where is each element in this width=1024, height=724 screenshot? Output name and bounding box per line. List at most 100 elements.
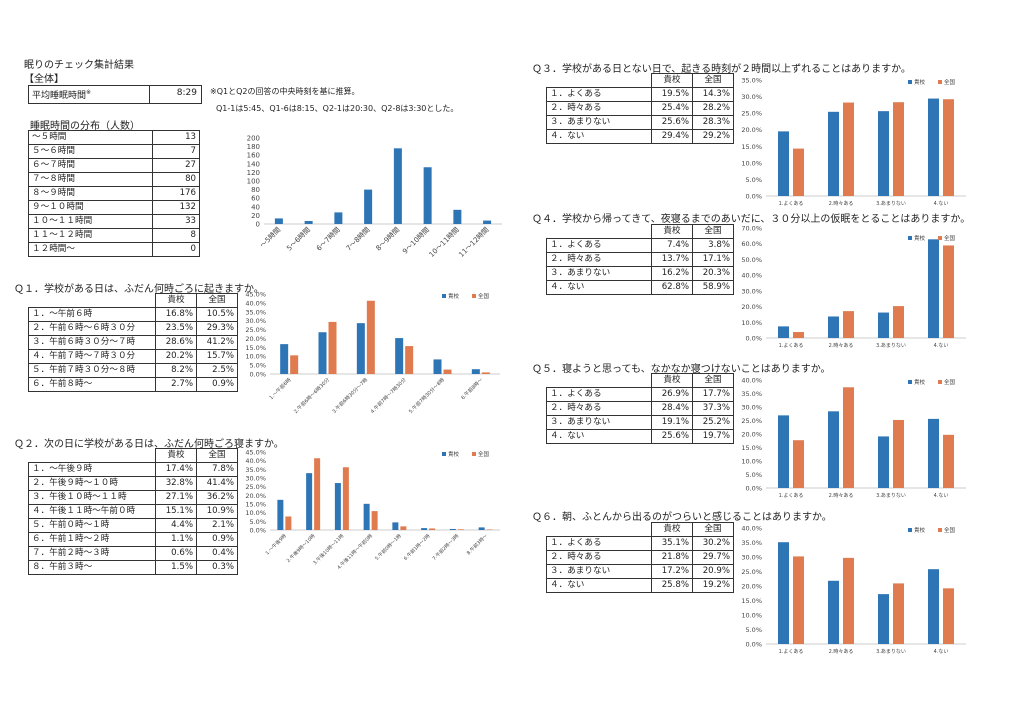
legend-swatch [908, 380, 912, 384]
row-label: ７～８時間 [28, 172, 153, 187]
bar [893, 102, 904, 196]
table-row: １．よくある 7.4% 3.8% [546, 238, 734, 253]
table-row: ２．時々ある 28.4% 37.3% [546, 401, 734, 416]
school-value: 1.1% [155, 532, 197, 547]
y-tick-label: 100 [247, 178, 260, 186]
bar [928, 418, 939, 488]
school-value: 25.4% [651, 101, 693, 116]
legend-label: 貴校 [914, 378, 926, 386]
nation-value: 29.2% [692, 129, 734, 144]
school-value: 23.5% [155, 321, 197, 336]
q6-table: 貴校 全国 １．よくある 35.1% 30.2% ２．時々ある 21.8% 29.7% ３．あま… [546, 522, 734, 593]
y-tick-label: 25.0% [245, 326, 266, 334]
row-label: ４．午前７時～７時３０分 [28, 349, 156, 364]
row-label: ５．午前７時３０分～８時 [28, 363, 156, 378]
school-value: 35.1% [651, 536, 693, 551]
row-label: １．よくある [546, 87, 652, 102]
table-header-row: 貴校 全国 [28, 448, 238, 463]
y-tick-label: 30.0% [245, 475, 266, 483]
q6-title: Ｑ６．朝、ふとんから出るのがつらいと感じることはありますか。 [532, 512, 832, 523]
bar [453, 209, 462, 224]
bar [449, 528, 456, 530]
y-tick-label: 35.0% [245, 466, 266, 474]
school-value: 13.7% [651, 252, 693, 267]
bar [943, 434, 954, 488]
table-row: １２時間～ 0 [28, 242, 200, 257]
bar [285, 516, 292, 530]
bar [334, 212, 343, 224]
y-tick-label: 0.0% [745, 193, 762, 201]
row-label: １１～１２時間 [28, 228, 153, 243]
row-label: ３．あまりない [546, 115, 652, 130]
row-label: １．よくある [546, 536, 652, 551]
row-value: 0 [152, 242, 200, 257]
x-tick-label: 7.午前2時～3時 [431, 532, 461, 562]
y-tick-label: 25.0% [741, 110, 762, 118]
school-value: 19.1% [651, 415, 693, 430]
column-header-school: 貴校 [155, 448, 197, 463]
row-value: 27 [152, 158, 200, 173]
legend-swatch [472, 294, 476, 298]
x-tick-label: 5.午前7時30分～8時 [407, 376, 446, 415]
note-line-1: ※Q1とQ2の回答の中央時刻を基に推算。 [210, 87, 360, 96]
y-tick-label: 5.0% [745, 471, 762, 479]
nation-value: 41.4% [196, 476, 238, 491]
legend-label: 全国 [944, 378, 956, 386]
bar [443, 369, 452, 374]
bar [778, 542, 789, 644]
school-value: 1.5% [155, 560, 197, 575]
y-tick-label: 5.0% [745, 626, 762, 634]
table-row: ２．時々ある 13.7% 17.1% [546, 252, 734, 267]
school-value: 16.8% [155, 307, 197, 322]
bar [893, 419, 904, 488]
row-label: ４．ない [546, 280, 652, 295]
x-tick-label: 2.午前6時～6時30分 [292, 376, 331, 415]
x-tick-label: 8～9時間 [374, 226, 401, 253]
row-label: ２．時々ある [546, 252, 652, 267]
nation-value: 15.7% [196, 349, 238, 364]
row-label: １．～午前６時 [28, 307, 156, 322]
school-value: 17.2% [651, 564, 693, 579]
bar [457, 529, 464, 530]
row-label: ５．午前０時～１時 [28, 518, 156, 533]
table-row: １．～午後９時 17.4% 7.8% [28, 462, 238, 477]
row-label: ２．午前６時～６時３０分 [28, 321, 156, 336]
row-label: ４．ない [546, 429, 652, 444]
column-header-nation: 全国 [692, 373, 734, 388]
school-value: 0.6% [155, 546, 197, 561]
y-tick-label: 30.0% [741, 287, 762, 295]
bar [433, 359, 442, 374]
table-header-row: 貴校 全国 [546, 522, 734, 537]
x-tick-label: 1.～午後9時 [264, 532, 288, 556]
y-tick-label: 5.0% [249, 518, 266, 526]
bar [878, 312, 889, 338]
legend-swatch [908, 80, 912, 84]
bar [893, 583, 904, 644]
y-tick-label: 160 [247, 152, 260, 160]
bar [395, 338, 404, 374]
y-tick-label: 70.0% [741, 225, 762, 233]
table-row: １．よくある 35.1% 30.2% [546, 536, 734, 551]
y-tick-label: 30.0% [741, 93, 762, 101]
table-row: ～５時間 13 [28, 130, 200, 145]
y-tick-label: 20.0% [245, 492, 266, 500]
y-tick-label: 25.0% [741, 568, 762, 576]
bar [421, 528, 428, 530]
y-tick-label: 40.0% [245, 299, 266, 307]
school-value: 27.1% [155, 490, 197, 505]
column-header-nation: 全国 [692, 522, 734, 537]
nation-value: 0.9% [196, 532, 238, 547]
y-tick-label: 25.0% [245, 483, 266, 491]
bar [483, 220, 492, 224]
row-label: ６～７時間 [28, 158, 153, 173]
school-value: 8.2% [155, 363, 197, 378]
table-row: ５～６時間 7 [28, 144, 200, 159]
row-label: ６．午前１時～２時 [28, 532, 156, 547]
y-tick-label: 0 [256, 221, 260, 229]
y-tick-label: 50.0% [741, 256, 762, 264]
y-tick-label: 20.0% [741, 126, 762, 134]
table-row: ２．時々ある 21.8% 29.7% [546, 550, 734, 565]
x-tick-label: 5.午前0時～1時 [373, 532, 403, 562]
average-sleep-box: 平均睡眠時間※ 8:29 [28, 85, 202, 104]
legend-swatch [908, 528, 912, 532]
